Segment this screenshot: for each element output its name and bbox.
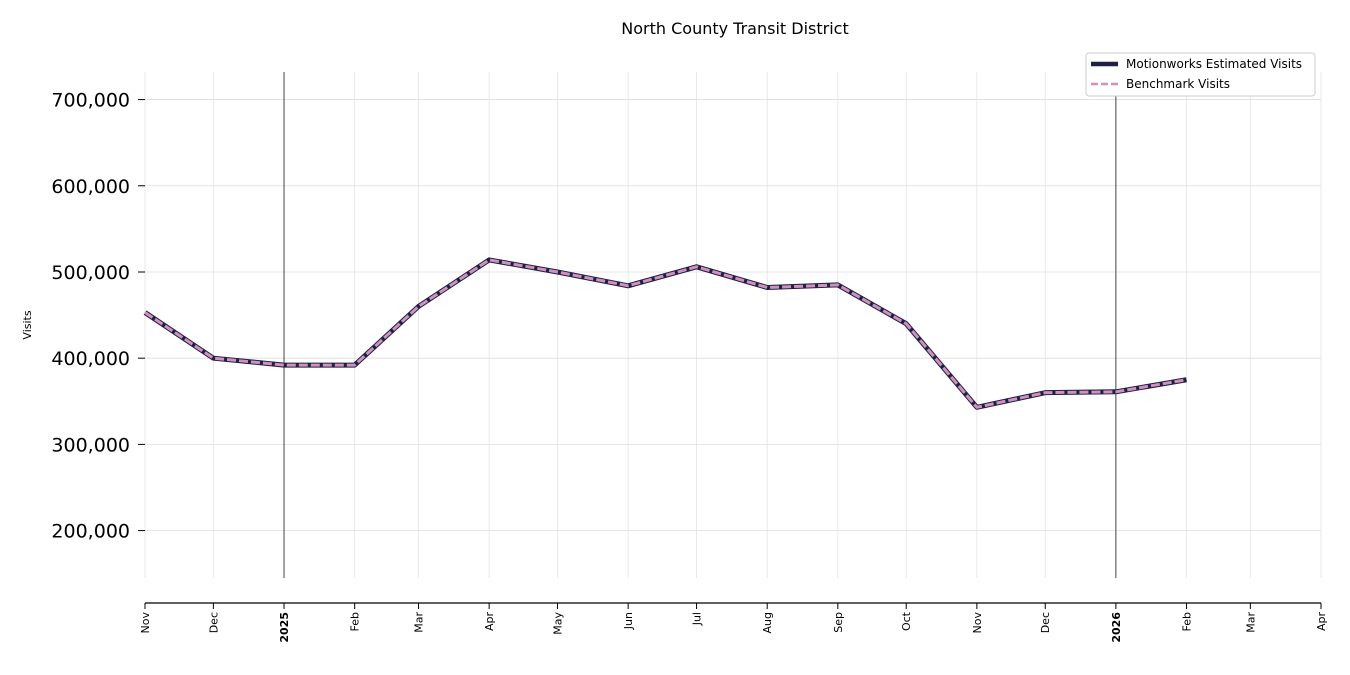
grid-layer <box>144 72 1322 578</box>
legend-label: Benchmark Visits <box>1126 77 1230 91</box>
y-tick-label: 400,000 <box>51 348 130 370</box>
x-tick-label: Oct <box>900 611 913 631</box>
x-tick-label: Mar <box>412 612 425 633</box>
y-axis: 200,000 300,000 400,000 500,000 600,000 700,0… <box>51 90 145 543</box>
y-tick-label: 600,000 <box>51 176 130 198</box>
y-tick-label: 200,000 <box>51 521 130 543</box>
y-tick-label: 500,000 <box>51 262 130 284</box>
series-benchmark-line <box>144 258 1187 409</box>
legend-label: Motionworks Estimated Visits <box>1126 57 1302 71</box>
x-tick-label: Nov <box>971 612 984 634</box>
x-tick-label: Sep <box>832 612 845 633</box>
legend: Motionworks Estimated Visits Benchmark Vi… <box>1085 52 1316 97</box>
legend-box <box>1085 52 1316 97</box>
x-tick-label: Feb <box>349 612 362 631</box>
series-layer <box>143 257 1187 410</box>
x-tick-label: May <box>552 612 565 635</box>
y-tick-label: 700,000 <box>51 90 130 112</box>
x-tick-label: 2026 <box>1110 612 1123 643</box>
y-tick-label: 300,000 <box>51 434 130 456</box>
x-tick-label: Aug <box>761 612 774 633</box>
x-tick-label: Nov <box>139 612 152 634</box>
x-tick-label: Feb <box>1181 612 1194 631</box>
x-tick-label: Dec <box>1039 612 1052 633</box>
chart-title: North County Transit District <box>621 19 848 38</box>
x-axis: Nov Dec 2025 Feb Mar Apr May Jun Jul Aug Sep Oct Nov… <box>139 602 1328 643</box>
year-lines <box>283 72 1117 578</box>
x-tick-label: Apr <box>1315 612 1328 632</box>
x-tick-label: Jun <box>622 612 635 630</box>
x-tick-label: Dec <box>207 612 220 633</box>
x-tick-label: 2025 <box>278 612 291 643</box>
x-tick-label: Apr <box>483 612 496 632</box>
y-axis-label: Visits <box>21 310 34 339</box>
x-tick-label: Jul <box>691 612 704 626</box>
x-tick-label: Mar <box>1244 612 1257 633</box>
series-motionworks-line <box>143 257 1187 410</box>
